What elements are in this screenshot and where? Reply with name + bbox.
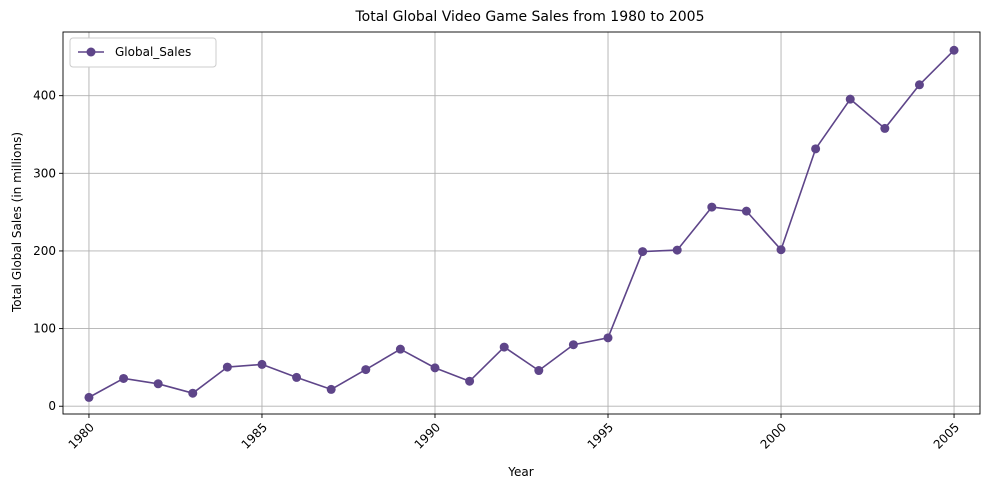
data-point bbox=[395, 344, 405, 354]
data-point bbox=[776, 245, 786, 255]
data-point bbox=[119, 373, 129, 383]
data-point bbox=[222, 362, 232, 372]
grid-lines bbox=[63, 32, 980, 414]
x-axis-label: Year bbox=[507, 465, 533, 479]
data-point bbox=[84, 392, 94, 402]
data-point bbox=[465, 376, 475, 386]
data-point bbox=[257, 359, 267, 369]
data-point bbox=[292, 372, 302, 382]
series-line bbox=[88, 49, 955, 399]
x-tick-label: 1985 bbox=[239, 420, 270, 451]
x-tick-label: 1995 bbox=[585, 420, 616, 451]
data-point bbox=[707, 202, 717, 212]
data-point bbox=[672, 245, 682, 255]
data-point bbox=[638, 247, 648, 257]
data-point bbox=[845, 94, 855, 104]
series-global-sales bbox=[84, 45, 959, 402]
data-point bbox=[880, 123, 890, 133]
data-point bbox=[361, 365, 371, 375]
data-point bbox=[914, 80, 924, 90]
y-tick-label: 400 bbox=[33, 89, 56, 103]
data-point bbox=[326, 384, 336, 394]
y-tick-label: 100 bbox=[33, 322, 56, 336]
legend-box bbox=[69, 37, 217, 68]
data-point bbox=[499, 342, 509, 352]
x-tick-label: 1990 bbox=[412, 420, 443, 451]
data-point bbox=[430, 363, 440, 373]
y-tick-label: 300 bbox=[33, 166, 56, 180]
data-point bbox=[188, 388, 198, 398]
legend: Global_Sales bbox=[69, 37, 217, 68]
data-point bbox=[811, 144, 821, 154]
data-point bbox=[568, 340, 578, 350]
x-tick-label: 1980 bbox=[66, 420, 97, 451]
data-point bbox=[603, 333, 613, 343]
chart-title: Total Global Video Game Sales from 1980 … bbox=[354, 9, 704, 25]
x-tick-label: 2000 bbox=[758, 420, 789, 451]
y-axis: 0 100 200 300 400 bbox=[33, 89, 63, 413]
y-tick-label: 0 bbox=[48, 399, 56, 413]
x-tick-label: 2005 bbox=[931, 420, 962, 451]
plot-area bbox=[62, 31, 981, 415]
data-point bbox=[949, 45, 959, 55]
legend-label: Global_Sales bbox=[115, 45, 191, 59]
y-axis-label: Total Global Sales (in millions) bbox=[10, 132, 24, 313]
data-point bbox=[153, 379, 163, 389]
legend-marker bbox=[86, 47, 96, 57]
data-point bbox=[534, 366, 544, 376]
x-axis: 1980 1985 1990 1995 2000 2005 bbox=[66, 414, 962, 452]
y-tick-label: 200 bbox=[33, 244, 56, 258]
data-point bbox=[741, 206, 751, 216]
